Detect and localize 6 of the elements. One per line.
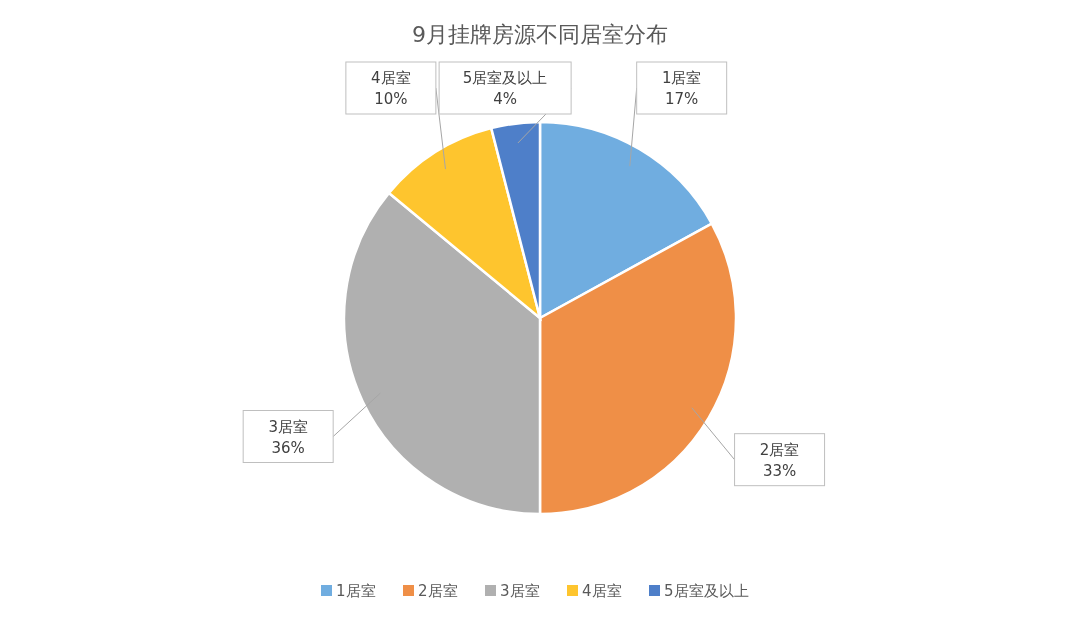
- legend-label: 5居室及以上: [664, 582, 749, 600]
- legend-label: 2居室: [418, 582, 458, 600]
- legend-label: 4居室: [582, 582, 622, 600]
- title: 9月挂牌房源不同居室分布: [412, 22, 668, 47]
- legend-label: 3居室: [500, 582, 540, 600]
- legend-label: 1居室: [336, 582, 376, 600]
